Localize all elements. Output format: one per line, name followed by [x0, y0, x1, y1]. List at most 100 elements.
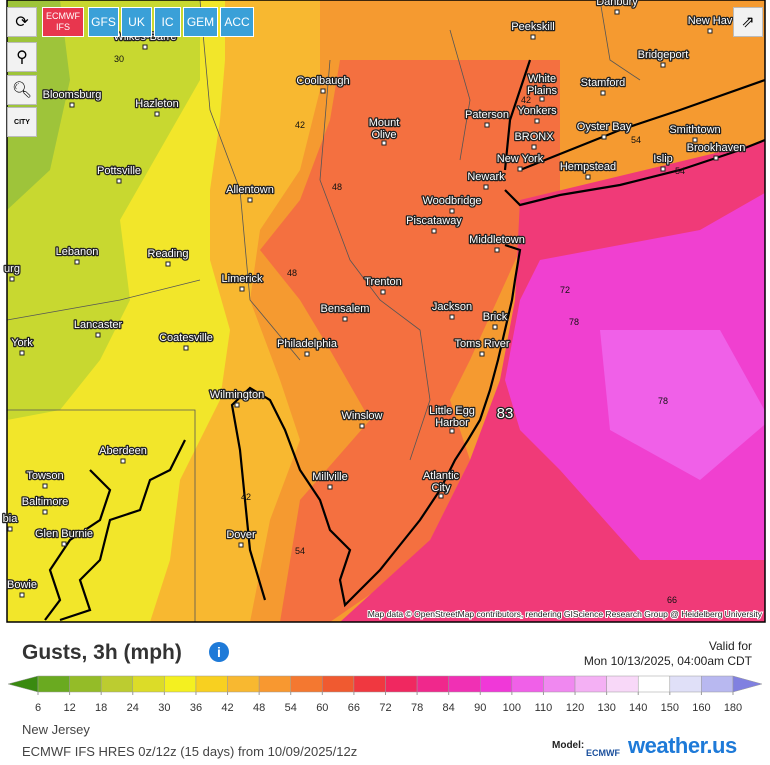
- city-label: Millville: [312, 471, 347, 483]
- city-label: Winslow: [342, 410, 383, 422]
- model-button[interactable]: UK: [121, 7, 152, 37]
- color-segment: [416, 675, 449, 693]
- city-marker: [692, 137, 698, 143]
- locate-button[interactable]: ⚲: [7, 42, 37, 72]
- contour-label: 78: [569, 317, 579, 327]
- city-label: urg: [4, 263, 20, 275]
- color-segment: [543, 675, 576, 693]
- color-segment: [511, 675, 544, 693]
- legend-tick-label: 150: [661, 702, 679, 714]
- city-label: Coolbaugh: [296, 75, 349, 87]
- model-logo: ECMWF: [586, 748, 620, 758]
- color-segment: [132, 675, 165, 693]
- legend-tick-label: 180: [724, 702, 742, 714]
- city-marker: [183, 345, 189, 351]
- city-label: Philadelphia: [277, 338, 338, 350]
- legend-bar: 6 12 18 24 30 36 42 48 54 60 66 72 78 84 90 100 110 120 13…: [7, 675, 763, 714]
- valid-time: Mon 10/13/2025, 04:00am CDT: [583, 654, 752, 668]
- legend-tick-label: 54: [285, 702, 297, 714]
- city-marker: [431, 228, 437, 234]
- city-marker: [154, 111, 160, 117]
- city-label: York: [11, 337, 33, 349]
- city-marker: [42, 483, 48, 489]
- zoom-button[interactable]: 🔍︎: [7, 75, 37, 105]
- city-label: Dover: [226, 529, 256, 541]
- model-label: Model:: [552, 740, 585, 751]
- city-label: Bridgeport: [638, 49, 689, 61]
- model-button[interactable]: GFS: [88, 7, 119, 37]
- color-segment: [164, 675, 197, 693]
- city-label: Wilmington: [210, 389, 264, 401]
- city-marker: [142, 44, 148, 50]
- city-label: Newark: [467, 171, 505, 183]
- city-marker: [247, 197, 253, 203]
- contour-label: 48: [287, 268, 297, 278]
- contour-label: 54: [675, 166, 685, 176]
- city-marker: [9, 276, 15, 282]
- city-marker: [517, 166, 523, 172]
- city-marker: [19, 592, 25, 598]
- city-label: Lancaster: [74, 319, 123, 331]
- valid-label: Valid for: [708, 639, 752, 653]
- region: New Jersey: [22, 722, 90, 737]
- city-marker: [7, 526, 13, 532]
- city-marker: [438, 493, 444, 499]
- color-segment: [227, 675, 260, 693]
- city-marker: [234, 402, 240, 408]
- model-button[interactable]: ECMWF IFS: [42, 7, 84, 37]
- contour-label: 48: [332, 182, 342, 192]
- city-button[interactable]: CITY: [7, 107, 37, 137]
- city-label: Toms River: [454, 338, 509, 350]
- color-segment: [669, 675, 702, 693]
- city-marker: [614, 9, 620, 15]
- legend-tick-label: 130: [597, 702, 615, 714]
- legend-tick-label: 160: [692, 702, 710, 714]
- legend-tick-label: 84: [443, 702, 455, 714]
- city-label: Atlantic City: [423, 470, 460, 494]
- city-marker: [600, 90, 606, 96]
- city-label: Islip: [653, 153, 673, 165]
- contour-label: 30: [114, 54, 124, 64]
- brand-logo[interactable]: weather.us: [628, 733, 737, 758]
- city-label: Middletown: [469, 234, 525, 246]
- refresh-button[interactable]: ⟳: [7, 7, 37, 37]
- legend-tick-label: 100: [503, 702, 521, 714]
- city-label: Lebanon: [56, 246, 99, 258]
- color-segment: [606, 675, 639, 693]
- city-marker: [359, 423, 365, 429]
- info-icon[interactable]: i: [209, 642, 229, 662]
- city-label: Aberdeen: [99, 445, 147, 457]
- city-label: Piscataway: [406, 215, 462, 227]
- city-marker: [238, 542, 244, 548]
- legend-title: Gusts, 3h (mph): [22, 641, 182, 664]
- city-label: Trenton: [364, 276, 402, 288]
- city-marker: [449, 314, 455, 320]
- city-label: Brick: [483, 311, 508, 323]
- contour-label: 72: [560, 285, 570, 295]
- city-label: Smithtown: [669, 124, 720, 136]
- legend-tick-label: 72: [379, 702, 391, 714]
- model-button[interactable]: IC: [154, 7, 181, 37]
- color-segment: [195, 675, 228, 693]
- city-label: Little Egg Harbor: [429, 405, 475, 429]
- share-button[interactable]: ⇗: [733, 7, 763, 37]
- model-button[interactable]: GEM: [183, 7, 218, 37]
- city-marker: [381, 140, 387, 146]
- city-marker: [61, 541, 67, 547]
- color-segment: [574, 675, 607, 693]
- city-marker: [320, 88, 326, 94]
- color-segment: [480, 675, 513, 693]
- color-segment: [322, 675, 355, 693]
- color-segment: [37, 675, 70, 693]
- city-marker: [116, 178, 122, 184]
- city-marker: [239, 286, 245, 292]
- contour-label: 42: [295, 120, 305, 130]
- city-label: Bensalem: [321, 303, 370, 315]
- model-button[interactable]: ACC: [220, 7, 254, 37]
- city-marker: [601, 134, 607, 140]
- color-segment: [69, 675, 102, 693]
- color-segment: [100, 675, 134, 693]
- city-marker: [479, 351, 485, 357]
- legend-tick-label: 36: [190, 702, 202, 714]
- city-label: Bloomsburg: [43, 89, 102, 101]
